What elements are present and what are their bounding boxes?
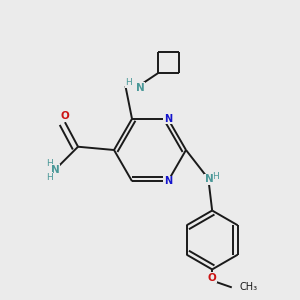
Text: H: H: [212, 172, 219, 181]
Text: N: N: [136, 83, 145, 93]
Text: CH₃: CH₃: [240, 282, 258, 292]
Text: N: N: [164, 176, 172, 186]
Text: N: N: [164, 114, 172, 124]
Text: H: H: [46, 173, 53, 182]
Text: O: O: [61, 111, 69, 121]
Text: H: H: [125, 78, 132, 87]
Text: N: N: [205, 174, 213, 184]
Text: N: N: [51, 165, 59, 175]
Text: H: H: [46, 159, 53, 168]
Text: O: O: [208, 273, 217, 283]
